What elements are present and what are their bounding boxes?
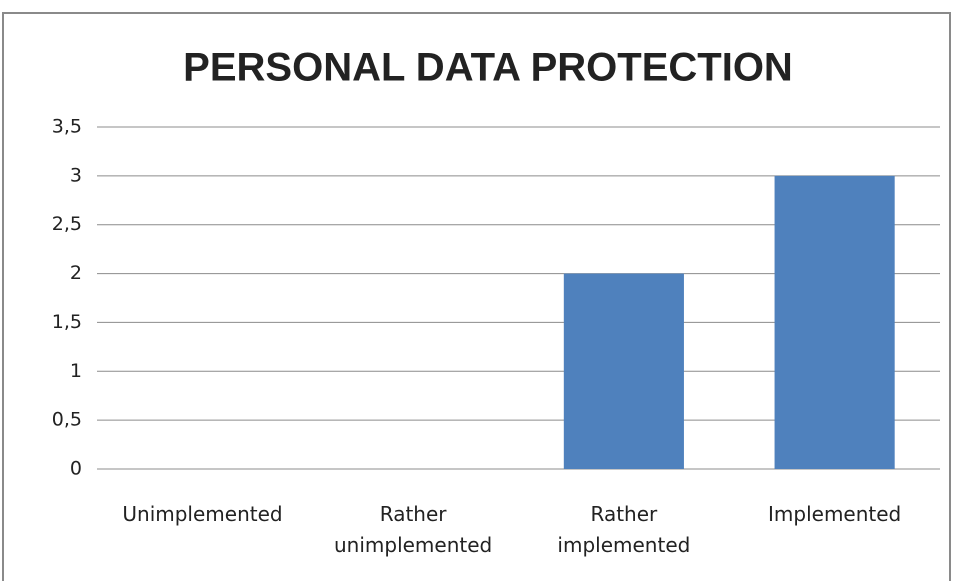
y-tick-label: 1 (70, 360, 82, 382)
x-tick-label: Unimplemented (122, 502, 283, 526)
y-tick-label: 2 (70, 262, 82, 284)
y-tick-label: 3 (70, 164, 82, 186)
chart-title: PERSONAL DATA PROTECTION (183, 46, 793, 90)
x-tick-label: Implemented (768, 502, 902, 526)
y-tick-label: 0,5 (52, 409, 82, 431)
chart-frame (2, 12, 951, 581)
x-tick-label: Rather implemented (557, 502, 691, 557)
y-tick-label: 2,5 (52, 213, 82, 235)
y-tick-label: 0 (70, 458, 82, 480)
bar (563, 273, 684, 469)
bar (774, 175, 895, 469)
y-tick-label: 1,5 (52, 311, 82, 333)
y-tick-label: 3,5 (52, 116, 82, 138)
x-tick-label: Rather unimplemented (333, 502, 493, 557)
